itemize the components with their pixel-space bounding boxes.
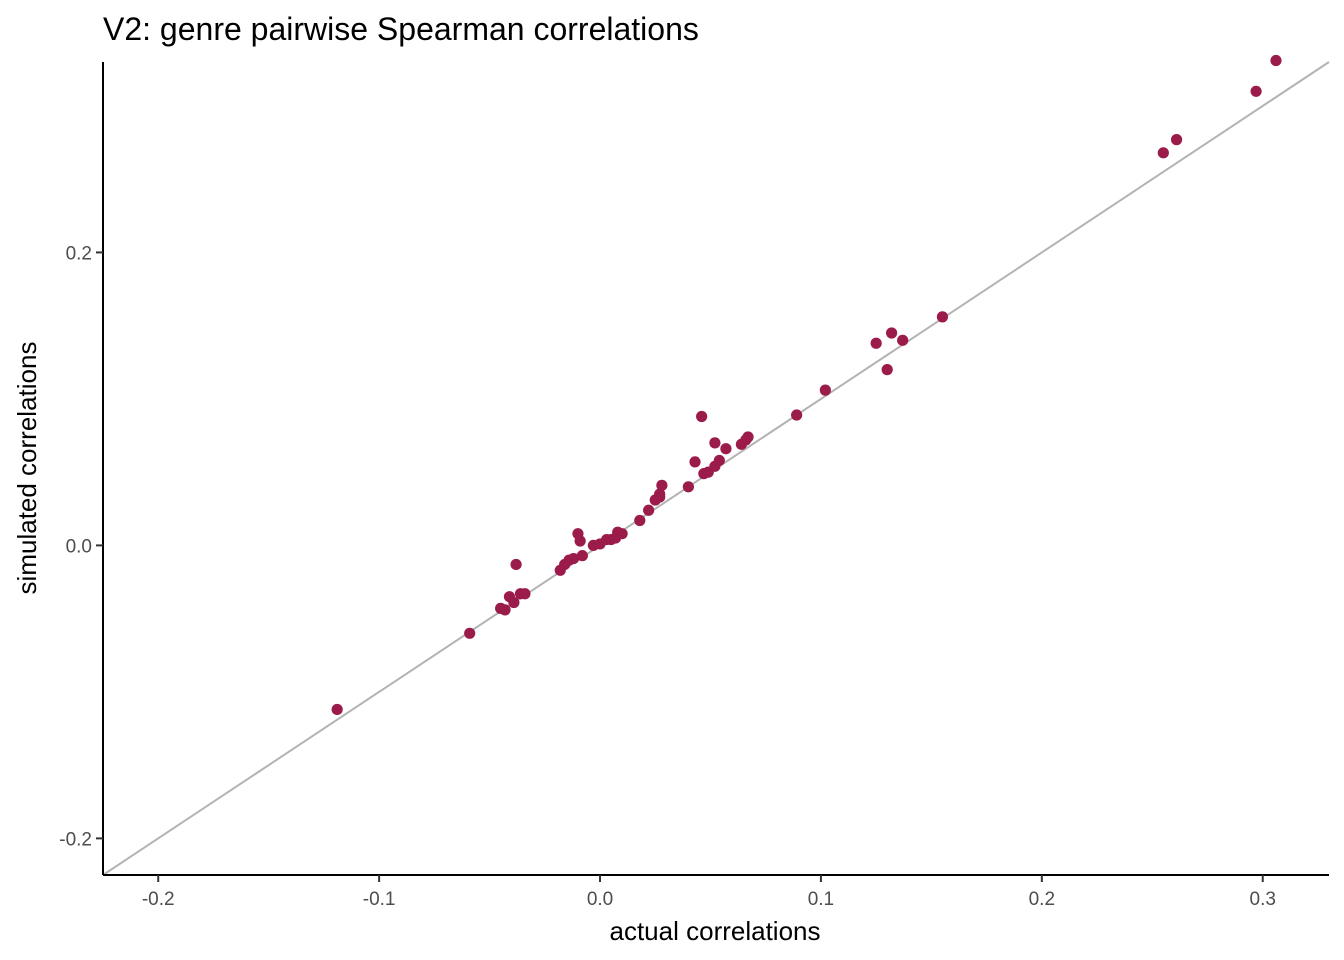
x-tick-label: 0.2	[1029, 889, 1055, 910]
data-point	[1250, 85, 1262, 97]
data-point	[791, 409, 803, 421]
data-point	[656, 479, 668, 491]
y-axis-ticks: -0.2 0.0 0.2	[59, 243, 103, 850]
data-point	[709, 437, 721, 449]
data-point	[689, 456, 701, 468]
data-point	[897, 334, 909, 346]
data-point	[881, 364, 893, 376]
data-point	[331, 703, 343, 716]
y-tick-label: 0.2	[66, 243, 92, 264]
data-point	[696, 410, 708, 423]
data-point	[510, 558, 522, 571]
data-point	[1270, 54, 1282, 67]
data-point	[936, 311, 949, 323]
data-point	[508, 596, 520, 609]
data-point	[713, 454, 725, 467]
x-axis-title: actual correlations	[610, 916, 821, 946]
data-point	[682, 481, 694, 493]
data-point	[634, 514, 646, 527]
points-layer	[331, 54, 1282, 716]
data-point	[643, 504, 655, 516]
x-tick-label: -0.1	[363, 889, 396, 910]
data-point	[574, 535, 586, 547]
y-tick-label: 0.0	[66, 536, 92, 557]
x-tick-label: 0.0	[587, 889, 613, 910]
chart-title: V2: genre pairwise Spearman correlations	[103, 11, 699, 47]
x-tick-label: 0.1	[808, 889, 834, 910]
data-point	[654, 488, 666, 500]
y-axis-title: simulated correlations	[12, 342, 42, 595]
x-axis-ticks: -0.2 -0.1 0.0 0.1 0.2 0.3	[142, 875, 1276, 910]
data-point	[1170, 134, 1183, 146]
data-point	[519, 588, 531, 600]
data-point	[567, 552, 580, 565]
data-point	[576, 550, 588, 562]
data-point	[819, 384, 831, 396]
data-point	[720, 443, 732, 455]
data-point	[1157, 147, 1169, 159]
data-point	[464, 627, 476, 639]
data-point	[886, 327, 898, 339]
data-point	[616, 528, 628, 540]
x-tick-label: -0.2	[142, 889, 175, 910]
data-point	[742, 431, 754, 443]
y-tick-label: -0.2	[59, 829, 92, 850]
data-point	[870, 337, 882, 349]
data-point	[499, 604, 511, 616]
x-tick-label: 0.3	[1250, 889, 1276, 910]
